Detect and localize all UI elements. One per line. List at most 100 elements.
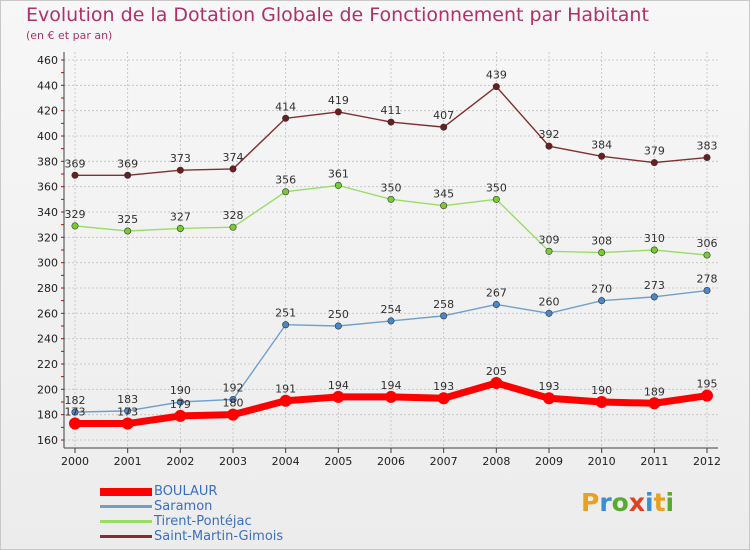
data-point — [385, 390, 397, 403]
data-point — [648, 397, 661, 410]
data-point — [121, 417, 134, 430]
data-label: 309 — [539, 233, 560, 246]
series-lines — [69, 83, 713, 430]
data-point — [440, 123, 448, 131]
y-tick-label: 400 — [37, 130, 58, 143]
y-tick-label: 200 — [37, 383, 58, 396]
data-label: 254 — [381, 303, 402, 316]
data-label: 350 — [381, 181, 402, 194]
data-point — [124, 227, 132, 235]
data-label: 195 — [697, 378, 718, 391]
legend-item: BOULAUR — [100, 484, 420, 499]
data-point — [176, 166, 184, 174]
y-tick-label: 420 — [37, 105, 58, 118]
data-point — [229, 395, 237, 403]
x-tick-label: 2003 — [219, 455, 247, 468]
data-point — [598, 249, 606, 257]
data-point — [492, 83, 500, 91]
chart-subtitle: (en € et par an) — [26, 29, 113, 42]
x-tick-label: 2007 — [430, 455, 458, 468]
data-label: 270 — [591, 283, 612, 296]
data-label: 260 — [539, 295, 560, 308]
data-label: 250 — [328, 308, 349, 321]
x-tick-label: 2006 — [377, 455, 405, 468]
logo-letter: t — [653, 488, 666, 517]
chart-title: Evolution de la Dotation Globale de Fonc… — [26, 4, 649, 26]
data-label: 328 — [223, 209, 244, 222]
data-label: 411 — [381, 104, 402, 117]
x-tick-label: 2011 — [640, 455, 668, 468]
data-label: 439 — [486, 69, 507, 82]
data-label: 194 — [328, 379, 349, 392]
data-label: 192 — [223, 381, 244, 394]
y-tick-label: 280 — [37, 282, 58, 295]
data-label: 193 — [539, 380, 560, 393]
y-tick-label: 460 — [37, 54, 58, 67]
legend-swatch — [100, 520, 152, 523]
data-point — [229, 223, 237, 231]
legend-label: BOULAUR — [154, 484, 218, 499]
data-point — [124, 171, 132, 179]
data-label: 306 — [697, 237, 718, 250]
data-point — [703, 287, 711, 295]
data-label: 194 — [381, 379, 402, 392]
data-point — [332, 390, 345, 403]
x-tick-label: 2004 — [272, 455, 300, 468]
data-point — [650, 246, 658, 254]
y-tick-label: 360 — [37, 181, 58, 194]
y-tick-label: 340 — [37, 206, 58, 219]
proxiti-logo: Proxiti — [581, 488, 674, 517]
y-tick-label: 300 — [37, 257, 58, 270]
data-label: 205 — [486, 365, 507, 378]
data-label: 373 — [170, 152, 191, 165]
data-point — [282, 188, 290, 196]
data-label: 182 — [65, 394, 86, 407]
legend-swatch — [100, 488, 152, 496]
data-label: 329 — [65, 208, 86, 221]
data-label: 419 — [328, 94, 349, 107]
data-label: 356 — [275, 174, 296, 187]
y-tick-label: 240 — [37, 333, 58, 346]
data-label: 327 — [170, 210, 191, 223]
legend-label: Tirent-Pontéjac — [154, 514, 252, 529]
data-label: 173 — [65, 406, 86, 419]
data-label: 407 — [433, 109, 454, 122]
data-point — [387, 317, 395, 325]
data-point — [650, 293, 658, 301]
logo-letter: r — [599, 488, 612, 517]
x-tick-label: 2010 — [588, 455, 616, 468]
data-labels: 173 173 179 180 191 194 194 193 205 193 190 189 195 1… — [65, 69, 718, 419]
data-point — [279, 394, 292, 407]
logo-letter: x — [628, 488, 645, 517]
data-label: 325 — [117, 213, 138, 226]
data-point — [174, 409, 187, 422]
data-point — [545, 142, 553, 150]
data-point — [650, 159, 658, 167]
data-point — [490, 377, 503, 389]
data-point — [124, 407, 132, 415]
x-tick-label: 2000 — [61, 455, 89, 468]
data-point — [71, 222, 79, 230]
data-label: 278 — [697, 273, 718, 286]
data-label: 310 — [644, 232, 665, 245]
logo-letter: P — [581, 488, 600, 517]
data-label: 361 — [328, 167, 349, 180]
data-label: 273 — [644, 279, 665, 292]
data-label: 374 — [223, 151, 244, 164]
data-label: 189 — [644, 385, 665, 398]
data-point — [492, 195, 500, 203]
data-point — [334, 108, 342, 116]
data-label: 350 — [486, 181, 507, 194]
y-tick-label: 320 — [37, 231, 58, 244]
data-label: 258 — [433, 298, 454, 311]
x-tick-label: 2005 — [324, 455, 352, 468]
data-label: 308 — [591, 235, 612, 248]
data-point — [595, 396, 608, 408]
data-label: 193 — [433, 380, 454, 393]
data-point — [387, 118, 395, 126]
data-point — [440, 312, 448, 320]
data-label: 379 — [644, 145, 665, 158]
x-tick-label: 2001 — [114, 455, 142, 468]
x-tick-label: 2002 — [166, 455, 194, 468]
data-point — [229, 165, 237, 173]
